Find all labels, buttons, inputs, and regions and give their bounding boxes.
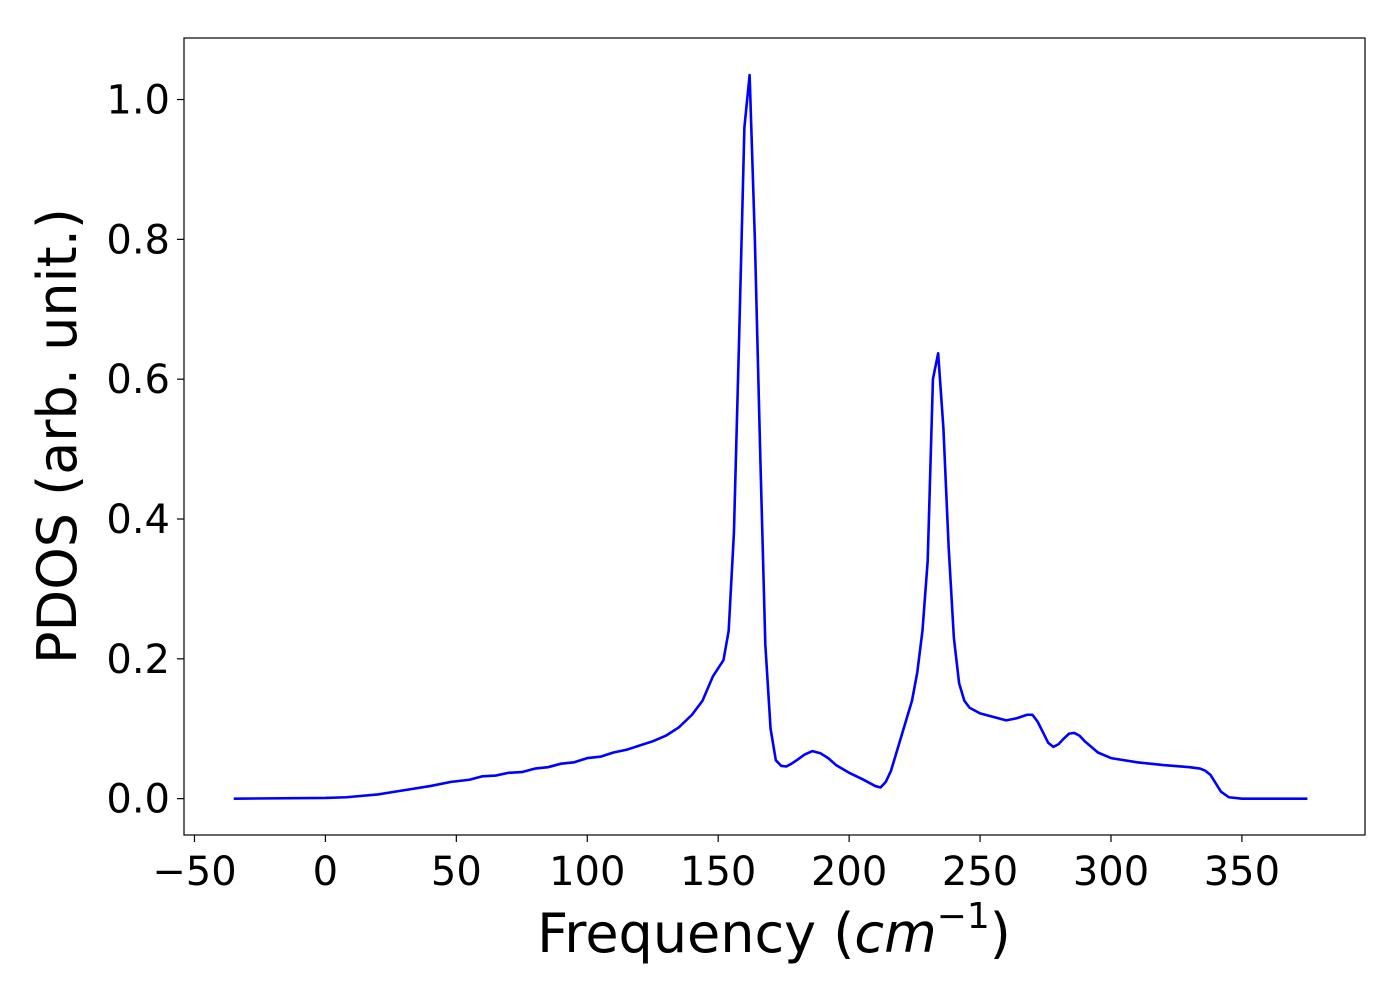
x-axis-label: Frequency (cm−1): [537, 896, 1011, 965]
y-tick-label: 0.0: [106, 777, 170, 823]
y-tick-label: 0.4: [106, 497, 170, 543]
y-axis: 0.0 0.2 0.4 0.6 0.8 1.0: [106, 78, 184, 823]
x-axis: −50 0 50 100 150 200 250 300 350: [152, 835, 1280, 895]
axes-frame: [183, 37, 1366, 836]
x-tick-label: −50: [152, 849, 236, 895]
x-tick-label: 0: [313, 849, 338, 895]
x-tick-label: 200: [811, 849, 887, 895]
y-tick-label: 0.6: [106, 357, 170, 403]
x-tick-label: 50: [431, 849, 482, 895]
x-tick-label: 300: [1073, 849, 1149, 895]
plot-area: [233, 73, 1308, 800]
x-tick-label: 350: [1204, 849, 1280, 895]
x-tick-label: 150: [680, 849, 756, 895]
x-tick-label: 100: [549, 849, 625, 895]
y-tick-label: 0.2: [106, 637, 170, 683]
y-axis-label: PDOS (arb. unit.): [26, 208, 89, 664]
y-tick-label: 1.0: [106, 78, 170, 124]
series-line-0: [233, 73, 1308, 800]
y-tick-label: 0.8: [106, 217, 170, 263]
x-tick-label: 250: [942, 849, 1018, 895]
